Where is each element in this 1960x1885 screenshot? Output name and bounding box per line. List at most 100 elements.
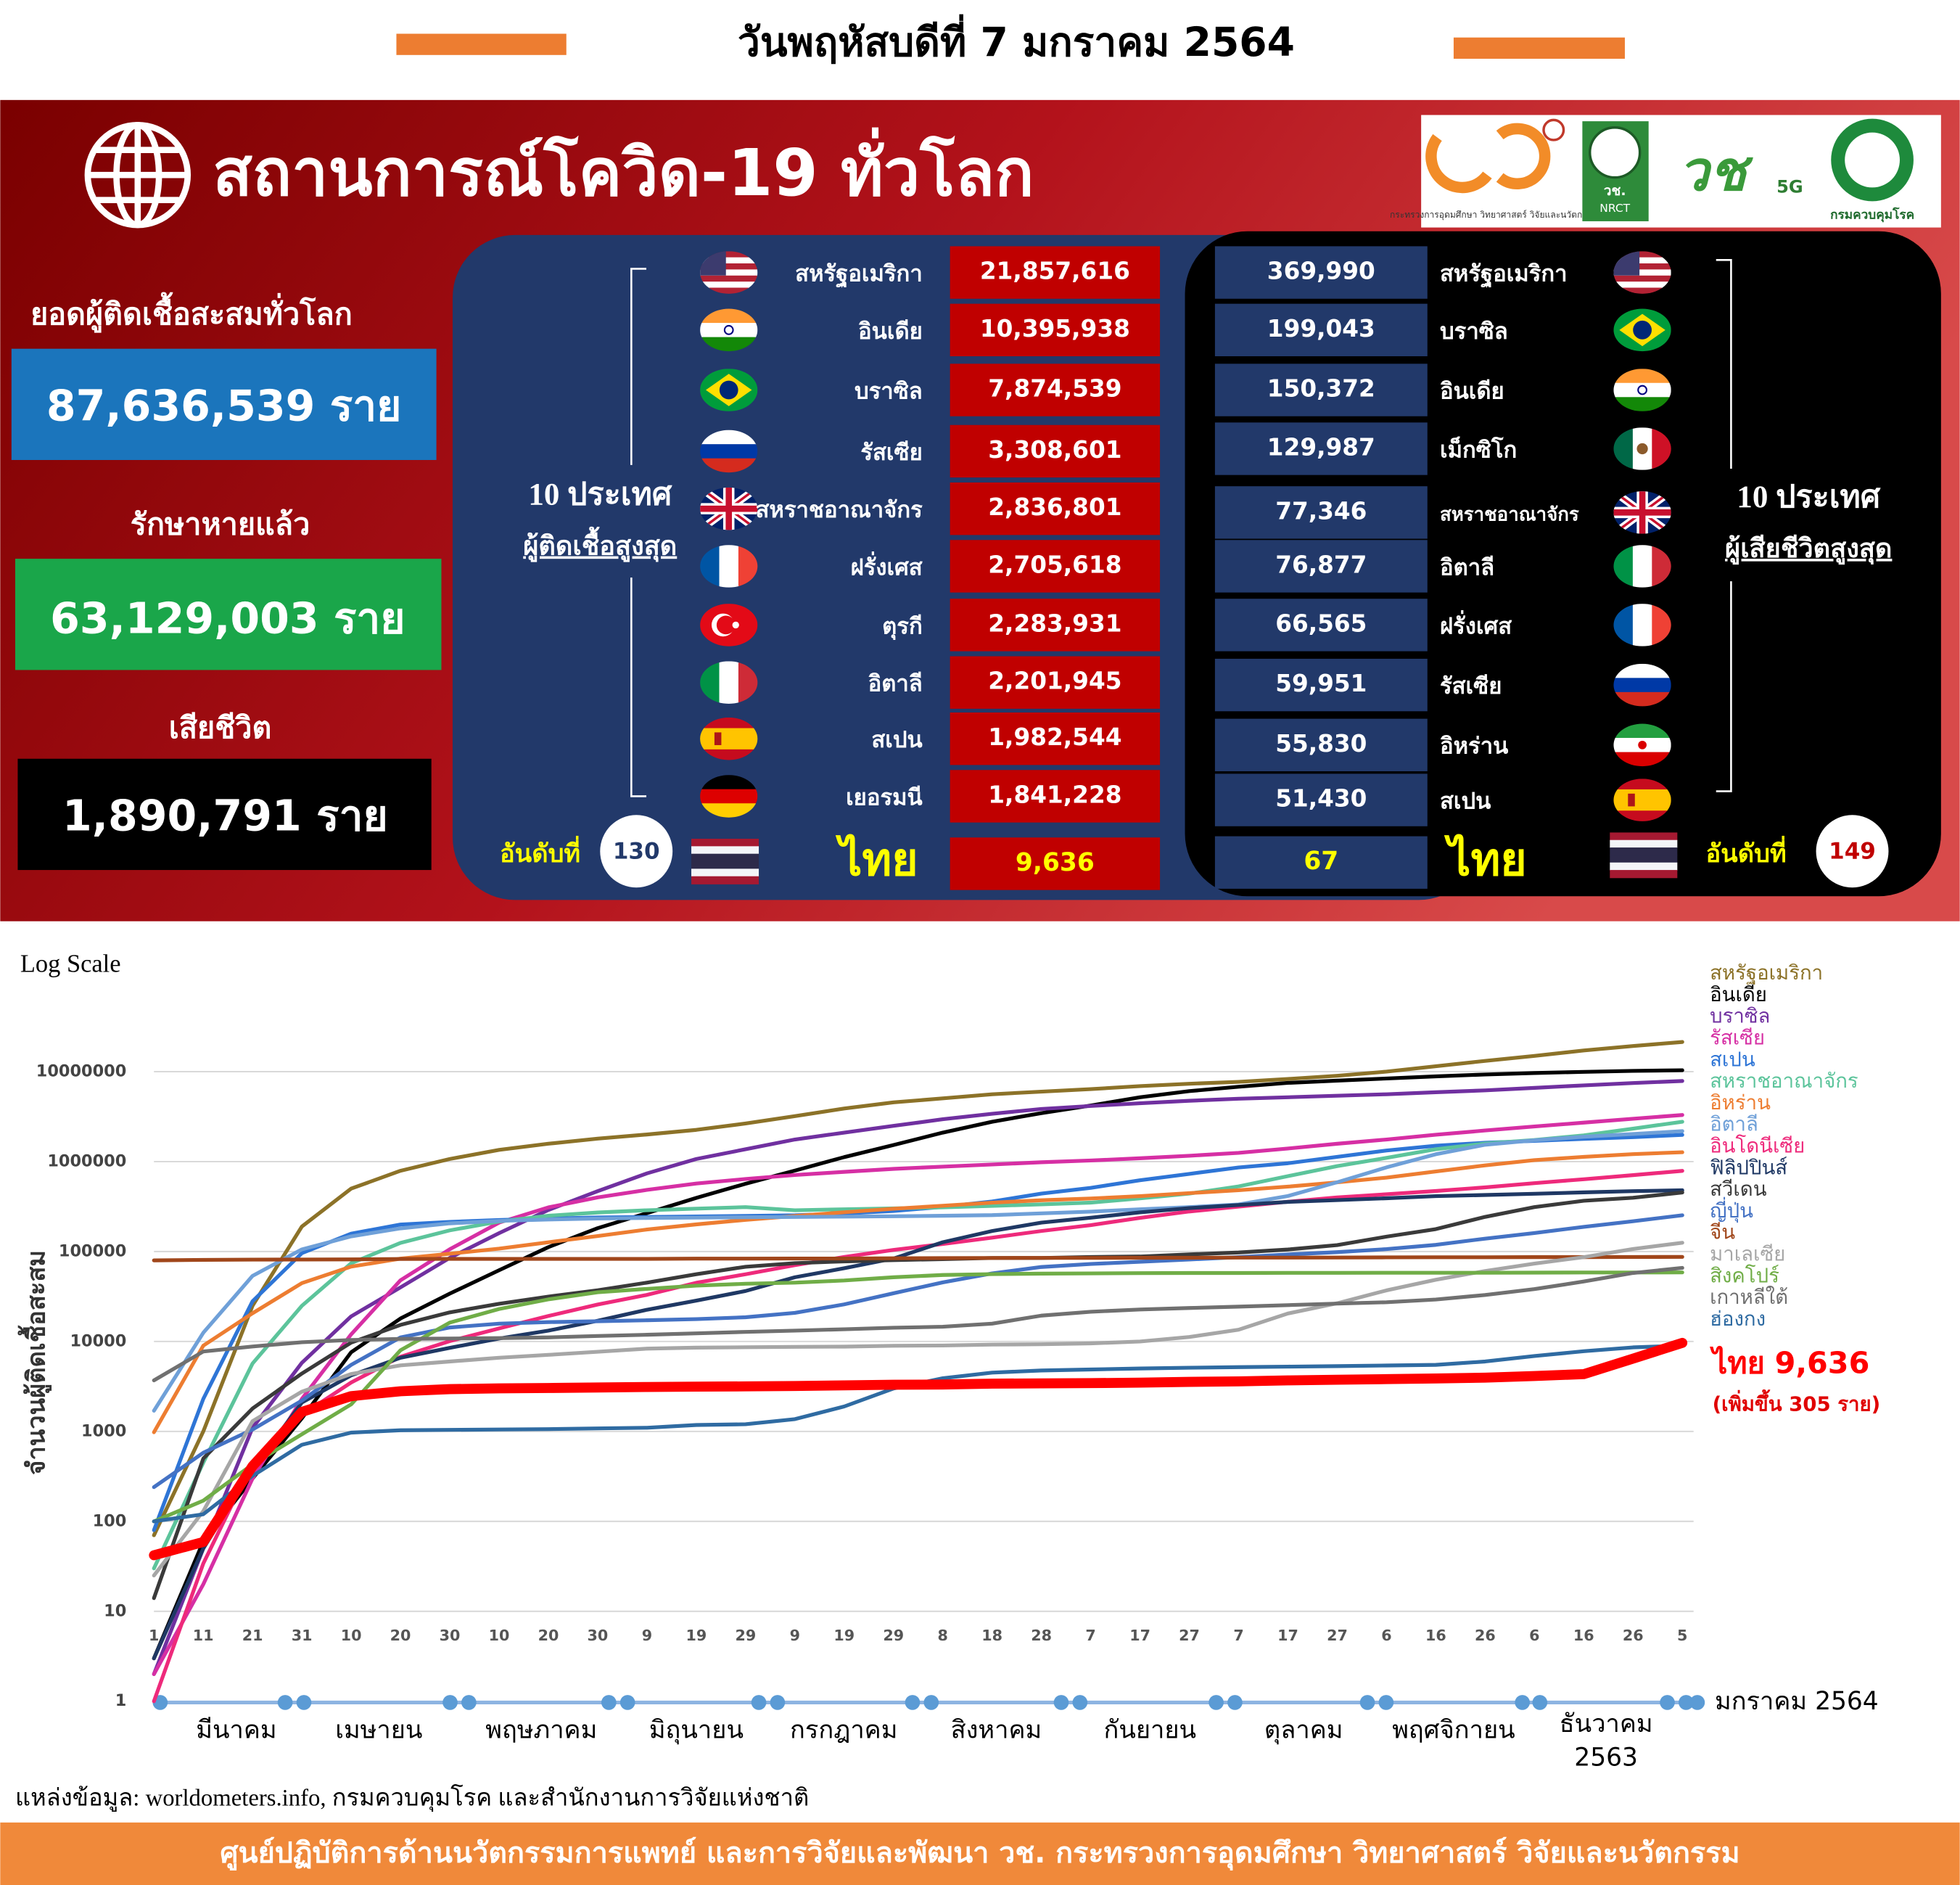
flag xyxy=(700,604,758,646)
flag-emblem xyxy=(1628,793,1635,807)
flag xyxy=(691,839,759,884)
month-label: มีนาคม xyxy=(196,1716,276,1745)
flag xyxy=(700,251,758,294)
case-value: 2,705,618 xyxy=(988,551,1121,578)
legend-entry: สหรัฐอเมริกา xyxy=(1710,961,1823,985)
flag-stripe xyxy=(700,458,758,473)
stat-value: 1,890,791 ราย xyxy=(62,792,388,841)
flag-cross xyxy=(700,487,758,530)
country-name: ฝรั่งเศส xyxy=(851,551,923,580)
source: แหล่งข้อมูล: worldometers.info, กรมควบคุ… xyxy=(15,1783,809,1812)
flag-stripe xyxy=(691,868,759,877)
x-tick-label: 17 xyxy=(1129,1627,1150,1644)
flag-stripe xyxy=(700,728,758,740)
value-box xyxy=(950,303,1161,357)
y-tick-label: 100000 xyxy=(59,1241,126,1260)
flag-stripe xyxy=(691,853,759,862)
legend-entry: สวีเดน xyxy=(1710,1178,1767,1201)
header-bar xyxy=(396,33,567,55)
footer-band xyxy=(0,1822,1960,1885)
logo-text: 5G xyxy=(1776,176,1803,197)
thai-value: 9,636 xyxy=(1016,848,1095,877)
flag-wheel xyxy=(1637,385,1647,395)
flag-stripe xyxy=(1610,862,1678,871)
x-tick-label: 20 xyxy=(538,1627,559,1644)
x-tick-label: 11 xyxy=(193,1627,214,1644)
flag-stripe xyxy=(1613,282,1671,289)
flag-wheel xyxy=(723,324,734,335)
thai-value: 67 xyxy=(1304,847,1338,876)
x-tick-label: 5 xyxy=(1677,1627,1687,1644)
globe-icon xyxy=(84,121,192,229)
x-tick-label: 28 xyxy=(1031,1627,1052,1644)
legend-entry: สิงคโปร์ xyxy=(1710,1264,1779,1287)
timeline-dot xyxy=(1660,1695,1675,1710)
series-line xyxy=(152,1040,1684,1537)
year-label: 2563 xyxy=(1574,1743,1638,1772)
country-name: สหรัฐอเมริกา xyxy=(1440,261,1568,289)
case-value: 1,982,544 xyxy=(988,723,1121,751)
flag-stripe xyxy=(1610,832,1678,841)
x-tick-label: 10 xyxy=(489,1627,510,1644)
case-value: 2,836,801 xyxy=(988,493,1121,521)
timeline-dot xyxy=(277,1695,293,1710)
series-line xyxy=(152,1241,1684,1578)
flag-stripe xyxy=(700,323,758,338)
legend-entry: ไทย xyxy=(1710,1345,1765,1380)
x-tick-label: 27 xyxy=(1179,1627,1200,1644)
flag-stripe xyxy=(700,308,758,324)
flag xyxy=(700,369,758,411)
stat-box xyxy=(11,348,437,460)
country-name: อิตาลี xyxy=(868,671,923,697)
flag-stripe xyxy=(719,661,739,704)
x-tick-label: 29 xyxy=(735,1627,756,1644)
y-tick-label: 10 xyxy=(104,1601,126,1620)
value-box xyxy=(950,770,1161,823)
x-tick-label: 27 xyxy=(1327,1627,1348,1644)
value-box xyxy=(1214,303,1428,357)
rank-badge xyxy=(600,815,673,888)
credit: ศูนย์ปฏิบัติการด้านนวัตกรรมการแพทย์ และก… xyxy=(220,1836,1739,1870)
date: วันพฤหัสบดีที่ 7 มกราคม 2564 xyxy=(738,14,1295,65)
flag-stripe xyxy=(1613,251,1671,258)
flag-stripe xyxy=(700,430,758,445)
series-line xyxy=(149,1337,1688,1561)
death-value: 129,987 xyxy=(1267,433,1375,461)
value-box xyxy=(950,656,1161,709)
series-line xyxy=(152,1270,1684,1524)
flag-stripe xyxy=(691,839,759,847)
x-tick-label: 20 xyxy=(390,1627,411,1644)
flag-stripe xyxy=(1613,691,1671,707)
panel-title: สถานการณ์โควิด-19 ทั่วโลก xyxy=(213,127,1034,211)
series-line xyxy=(152,1213,1684,1490)
flag-stripe xyxy=(719,545,739,588)
flag-stripe xyxy=(1613,287,1671,294)
case-value: 2,283,931 xyxy=(988,609,1121,637)
case-value: 7,874,539 xyxy=(988,375,1121,403)
value-box xyxy=(950,246,1161,299)
timeline-dot xyxy=(751,1695,767,1710)
flag-crescent xyxy=(716,615,736,635)
flag-stripe xyxy=(1610,847,1678,856)
y-tick-label: 10000000 xyxy=(36,1062,127,1081)
value-box xyxy=(1214,540,1428,593)
flag xyxy=(700,487,758,530)
series-line xyxy=(152,1254,1684,1262)
series-line xyxy=(152,1113,1684,1676)
flag-stripe xyxy=(1613,678,1671,693)
flag-stripe xyxy=(700,275,758,282)
death-value: 369,990 xyxy=(1267,258,1375,285)
flag-stripe xyxy=(700,263,758,271)
flag xyxy=(1613,491,1671,534)
flag-globe xyxy=(1633,320,1652,340)
value-box xyxy=(950,599,1161,652)
series-line xyxy=(152,1265,1684,1383)
bracket xyxy=(1716,259,1732,792)
y-tick-label: 1000000 xyxy=(47,1151,126,1170)
value-box xyxy=(1214,364,1428,416)
country-name: สเปน xyxy=(1440,789,1491,815)
legend-entry: สหราชอาณาจักร xyxy=(1710,1069,1858,1093)
annotation: (เพิ่มขึ้น 305 ราย) xyxy=(1713,1389,1881,1416)
flag-stripe xyxy=(1613,257,1671,264)
logo-text: กระทรวงการอุดมศึกษา วิทยาศาสตร์ วิจัยและ… xyxy=(1390,210,1597,221)
